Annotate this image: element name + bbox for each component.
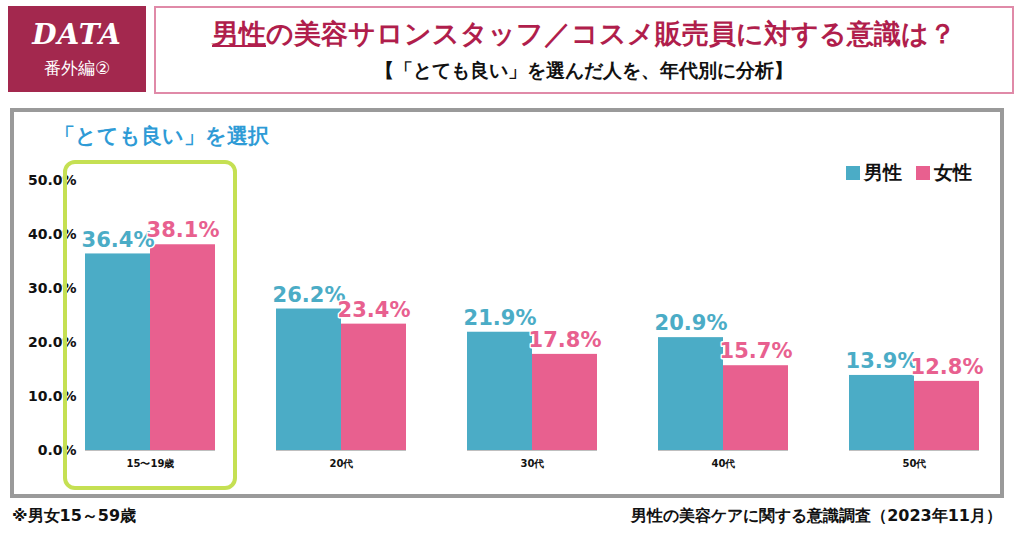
svg-text:0.0%: 0.0%	[38, 442, 77, 458]
html-text:女性: 女性	[934, 161, 972, 183]
svg-text:38.1%: 38.1%	[147, 218, 220, 242]
html-text:「とても良い」を選択: 「とても良い」を選択	[54, 124, 269, 148]
html-text:男性: 男性	[864, 161, 902, 183]
svg-text:20代: 20代	[330, 458, 354, 469]
svg-text:12.8%: 12.8%	[911, 355, 984, 379]
html-text:男性の美容ケアに関する意識調査（2023年11月）: 男性の美容ケアに関する意識調査（2023年11月）	[631, 506, 1002, 525]
svg-text:10.0%: 10.0%	[28, 388, 77, 404]
svg-text:20.9%: 20.9%	[655, 311, 728, 335]
svg-text:36.4%: 36.4%	[82, 228, 155, 252]
svg-text:13.9%: 13.9%	[846, 349, 919, 373]
html-text:【「とても良い」を選んだ人を、年代別に分析】: 【「とても良い」を選んだ人を、年代別に分析】	[375, 59, 793, 81]
html-text:番外編②: 番外編②	[43, 58, 111, 78]
svg-text:23.4%: 23.4%	[338, 298, 411, 322]
svg-text:50.0%: 50.0%	[28, 172, 77, 188]
html-text:男性の美容サロンスタッフ／コスメ販売員に対する意識は？: 男性の美容サロンスタッフ／コスメ販売員に対する意識は？	[212, 18, 956, 49]
svg-text:15〜19歳: 15〜19歳	[127, 458, 175, 469]
html-text:DATA: DATA	[32, 18, 122, 51]
svg-text:17.8%: 17.8%	[529, 328, 602, 352]
svg-text:26.2%: 26.2%	[273, 283, 346, 307]
svg-text:20.0%: 20.0%	[28, 334, 77, 350]
svg-text:40代: 40代	[712, 458, 736, 469]
svg-text:40.0%: 40.0%	[28, 226, 77, 242]
html-text:※男女15～59歳: ※男女15～59歳	[12, 506, 137, 525]
svg-text:30.0%: 30.0%	[28, 280, 77, 296]
svg-text:15.7%: 15.7%	[720, 339, 793, 363]
svg-text:30代: 30代	[521, 458, 545, 469]
svg-text:21.9%: 21.9%	[464, 306, 537, 330]
svg-text:50代: 50代	[903, 458, 927, 469]
